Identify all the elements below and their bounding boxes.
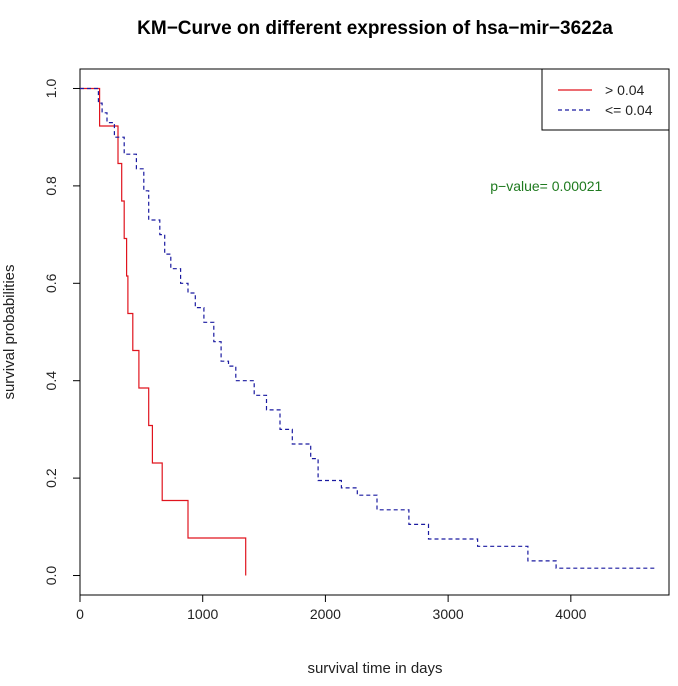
y-tick-label: 1.0 — [43, 79, 59, 99]
x-tick-label: 4000 — [555, 606, 586, 622]
x-tick-label: 2000 — [310, 606, 341, 622]
y-tick-label: 0.4 — [43, 371, 59, 391]
series-line-high — [80, 87, 247, 576]
legend-box — [541, 68, 670, 131]
plot-frame — [79, 68, 670, 596]
y-tick-label: 0.2 — [43, 468, 59, 488]
x-tick-label: 1000 — [187, 606, 218, 622]
y-tick-label: 0.8 — [43, 176, 59, 196]
legend-label-low: <= 0.04 — [605, 102, 653, 118]
series-line-low — [80, 87, 655, 569]
y-tick-label: 0.0 — [43, 566, 59, 586]
y-tick-label: 0.6 — [43, 273, 59, 293]
series-layer — [80, 87, 655, 576]
legend-label-high: > 0.04 — [605, 82, 645, 98]
x-axis-label: survival time in days — [307, 660, 442, 677]
x-tick-label: 3000 — [433, 606, 464, 622]
x-axis: 0 1000 2000 3000 4000 — [76, 595, 587, 622]
legend: > 0.04 <= 0.04 — [541, 68, 670, 131]
y-axis: 0.0 0.2 0.4 0.6 0.8 1.0 — [43, 79, 80, 586]
y-axis-label: survival probabilities — [1, 264, 18, 399]
p-value-annotation: p−value= 0.00021 — [490, 178, 602, 194]
chart-title: KM−Curve on different expression of hsa−… — [137, 18, 613, 39]
x-tick-label: 0 — [76, 606, 84, 622]
